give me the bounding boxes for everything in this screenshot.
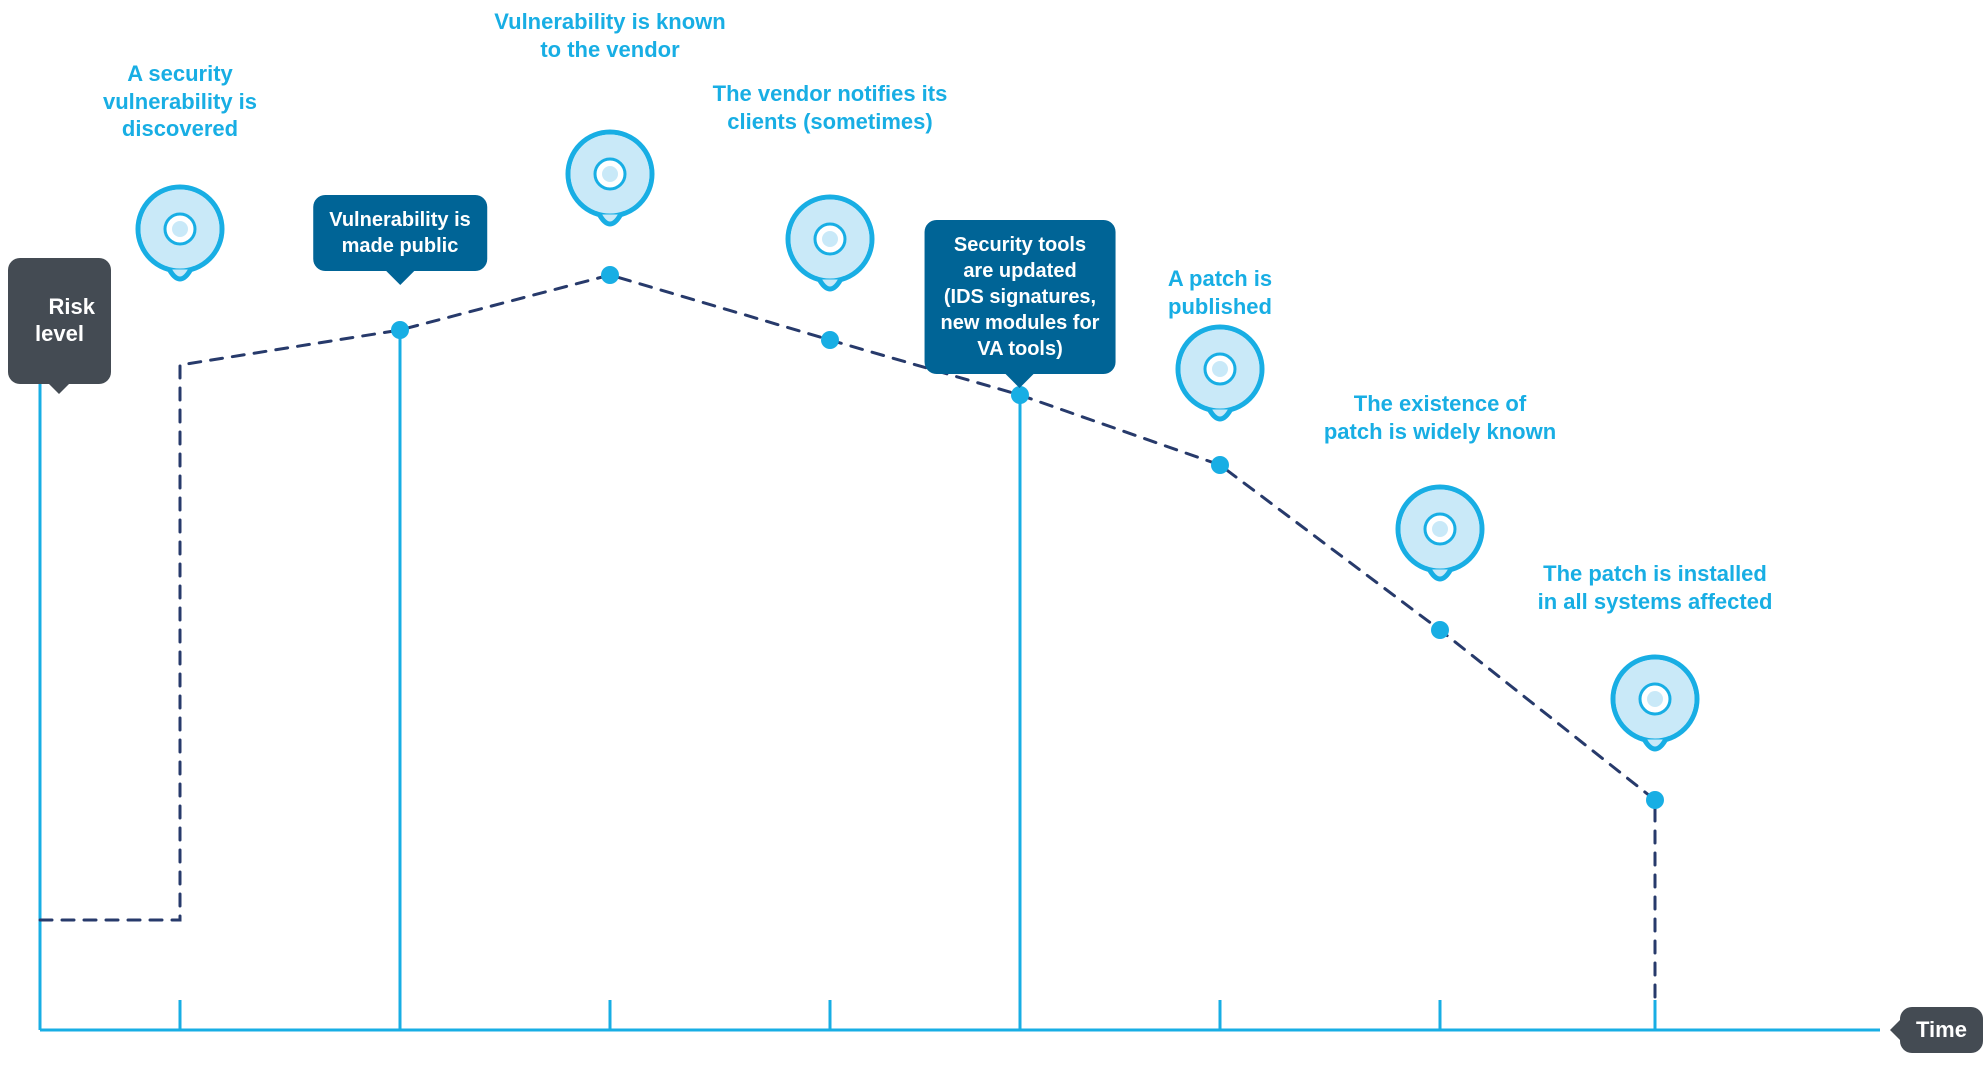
event-label: A patch is published [1168,265,1272,320]
event-callout: Security tools are updated (IDS signatur… [925,220,1116,374]
event-label: Vulnerability is known to the vendor [494,8,725,63]
y-axis-label: Risk level [8,258,111,384]
balloon-icon [133,182,227,290]
x-axis-label-text: Time [1916,1017,1967,1042]
event-label: A security vulnerability is discovered [103,60,257,143]
balloon-icon [1393,482,1487,590]
event-callout: Vulnerability is made public [313,195,487,271]
balloon-icon [1608,652,1702,760]
balloon-icon [783,192,877,300]
event-label: The vendor notifies its clients (sometim… [713,80,948,135]
y-axis-label-text: Risk level [35,294,95,345]
chart-svg [0,0,1987,1079]
x-axis-label: Time [1900,1007,1983,1053]
balloon-icon [563,127,657,235]
vulnerability-timeline-chart: Risk level Time A security vulnerability… [0,0,1987,1079]
event-label: The existence of patch is widely known [1324,390,1556,445]
balloon-icon [1173,322,1267,430]
event-label: The patch is installed in all systems af… [1538,560,1773,615]
